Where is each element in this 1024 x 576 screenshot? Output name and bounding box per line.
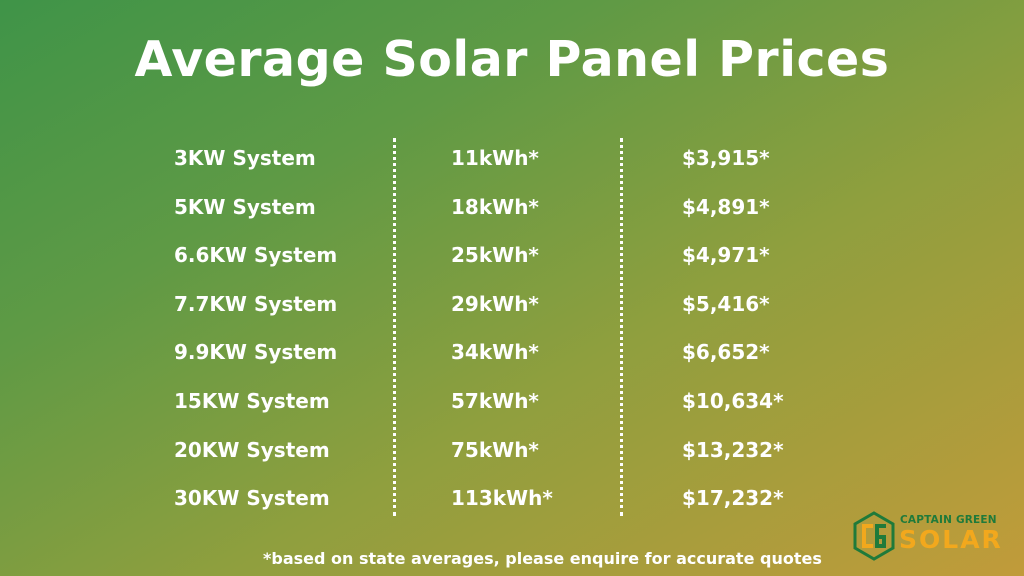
system-size-cell: 3KW System (174, 146, 316, 170)
price-cell: $5,416* (682, 291, 770, 316)
price-cell: $3,915* (682, 146, 770, 170)
price-column: $3,915* $4,891* $4,971* $5,416* $6,652* … (682, 134, 784, 523)
system-size-cell: 9.9KW System (174, 340, 338, 365)
system-size-cell: 20KW System (174, 437, 330, 462)
energy-output-cell: 75kWh* (451, 437, 539, 462)
price-cell: $10,634* (682, 388, 784, 413)
system-size-cell: 6.6KW System (174, 243, 338, 268)
system-size-column: 3KW System 5KW System 6.6KW System 7.7KW… (174, 134, 337, 523)
page-title: Average Solar Panel Prices (134, 31, 890, 88)
price-cell: $6,652* (682, 340, 770, 365)
column-divider (393, 138, 396, 516)
system-size-cell: 5KW System (174, 194, 316, 219)
energy-output-cell: 34kWh* (451, 340, 539, 365)
energy-output-cell: 113kWh* (451, 486, 553, 511)
system-size-cell: 15KW System (174, 388, 330, 413)
price-cell: $17,232* (682, 486, 784, 511)
cg-monogram-icon (853, 511, 895, 561)
logo-top-text: CAPTAIN GREEN (900, 514, 997, 526)
energy-output-column: 11kWh* 18kWh* 25kWh* 29kWh* 34kWh* 57kWh… (451, 134, 553, 523)
system-size-cell: 30KW System (174, 486, 330, 511)
energy-output-cell: 11kWh* (451, 146, 539, 170)
column-divider (620, 138, 623, 516)
price-cell: $4,971* (682, 243, 770, 268)
system-size-cell: 7.7KW System (174, 291, 338, 316)
energy-output-cell: 29kWh* (451, 291, 539, 316)
captain-green-solar-logo: CAPTAIN GREEN SOLAR (852, 511, 1012, 563)
energy-output-cell: 25kWh* (451, 243, 539, 268)
energy-output-cell: 57kWh* (451, 388, 539, 413)
logo-bottom-text: SOLAR (899, 525, 1003, 554)
price-cell: $4,891* (682, 194, 770, 219)
energy-output-cell: 18kWh* (451, 194, 539, 219)
footnote: *based on state averages, please enquire… (263, 549, 822, 568)
price-cell: $13,232* (682, 437, 784, 462)
